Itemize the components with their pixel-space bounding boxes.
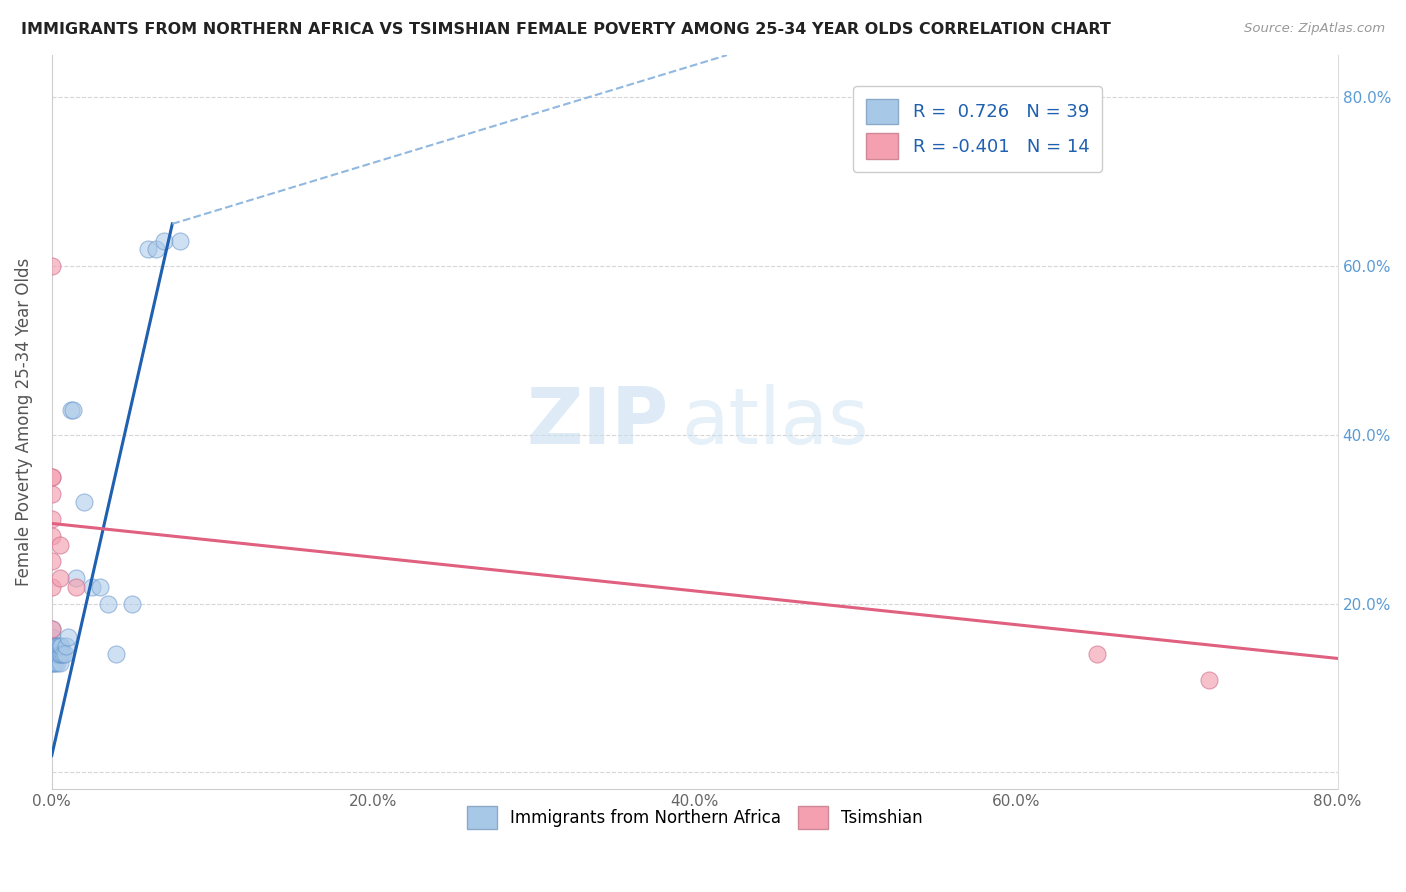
Point: [41, 639, 63, 653]
Point: [169, 234, 191, 248]
Point: [80, 580, 103, 594]
Point: [41, 639, 63, 653]
Point: [1085, 647, 1108, 661]
Point: [89, 580, 111, 594]
Point: [60, 402, 83, 417]
Point: [73, 495, 96, 509]
Point: [41, 512, 63, 526]
Point: [53, 647, 76, 661]
Point: [49, 656, 72, 670]
Point: [49, 571, 72, 585]
Point: [51, 647, 73, 661]
Text: IMMIGRANTS FROM NORTHERN AFRICA VS TSIMSHIAN FEMALE POVERTY AMONG 25-34 YEAR OLD: IMMIGRANTS FROM NORTHERN AFRICA VS TSIMS…: [21, 22, 1111, 37]
Point: [41, 470, 63, 484]
Point: [105, 647, 128, 661]
Point: [65, 571, 87, 585]
Point: [42, 656, 65, 670]
Point: [41, 259, 63, 273]
Point: [153, 234, 176, 248]
Point: [46, 639, 69, 653]
Point: [51, 639, 73, 653]
Point: [41, 580, 63, 594]
Point: [145, 242, 167, 256]
Point: [41, 647, 63, 661]
Point: [56, 631, 79, 645]
Point: [41, 487, 63, 501]
Point: [41, 647, 63, 661]
Point: [49, 639, 72, 653]
Point: [97, 597, 120, 611]
Point: [45, 647, 67, 661]
Point: [136, 242, 159, 256]
Point: [44, 656, 66, 670]
Legend: Immigrants from Northern Africa, Tsimshian: Immigrants from Northern Africa, Tsimshi…: [460, 799, 929, 836]
Text: atlas: atlas: [682, 384, 869, 460]
Point: [41, 470, 63, 484]
Point: [45, 656, 67, 670]
Point: [42, 647, 65, 661]
Point: [62, 402, 84, 417]
Point: [41, 622, 63, 636]
Point: [41, 554, 63, 568]
Point: [41, 622, 63, 636]
Y-axis label: Female Poverty Among 25-34 Year Olds: Female Poverty Among 25-34 Year Olds: [15, 258, 32, 586]
Point: [41, 656, 63, 670]
Point: [55, 639, 77, 653]
Point: [44, 639, 66, 653]
Point: [52, 647, 75, 661]
Text: ZIP: ZIP: [527, 384, 669, 460]
Point: [42, 639, 65, 653]
Point: [41, 631, 63, 645]
Point: [46, 647, 69, 661]
Point: [1198, 673, 1220, 687]
Point: [49, 537, 72, 551]
Point: [49, 647, 72, 661]
Point: [41, 529, 63, 543]
Point: [45, 639, 67, 653]
Point: [65, 580, 87, 594]
Text: Source: ZipAtlas.com: Source: ZipAtlas.com: [1244, 22, 1385, 36]
Point: [121, 597, 143, 611]
